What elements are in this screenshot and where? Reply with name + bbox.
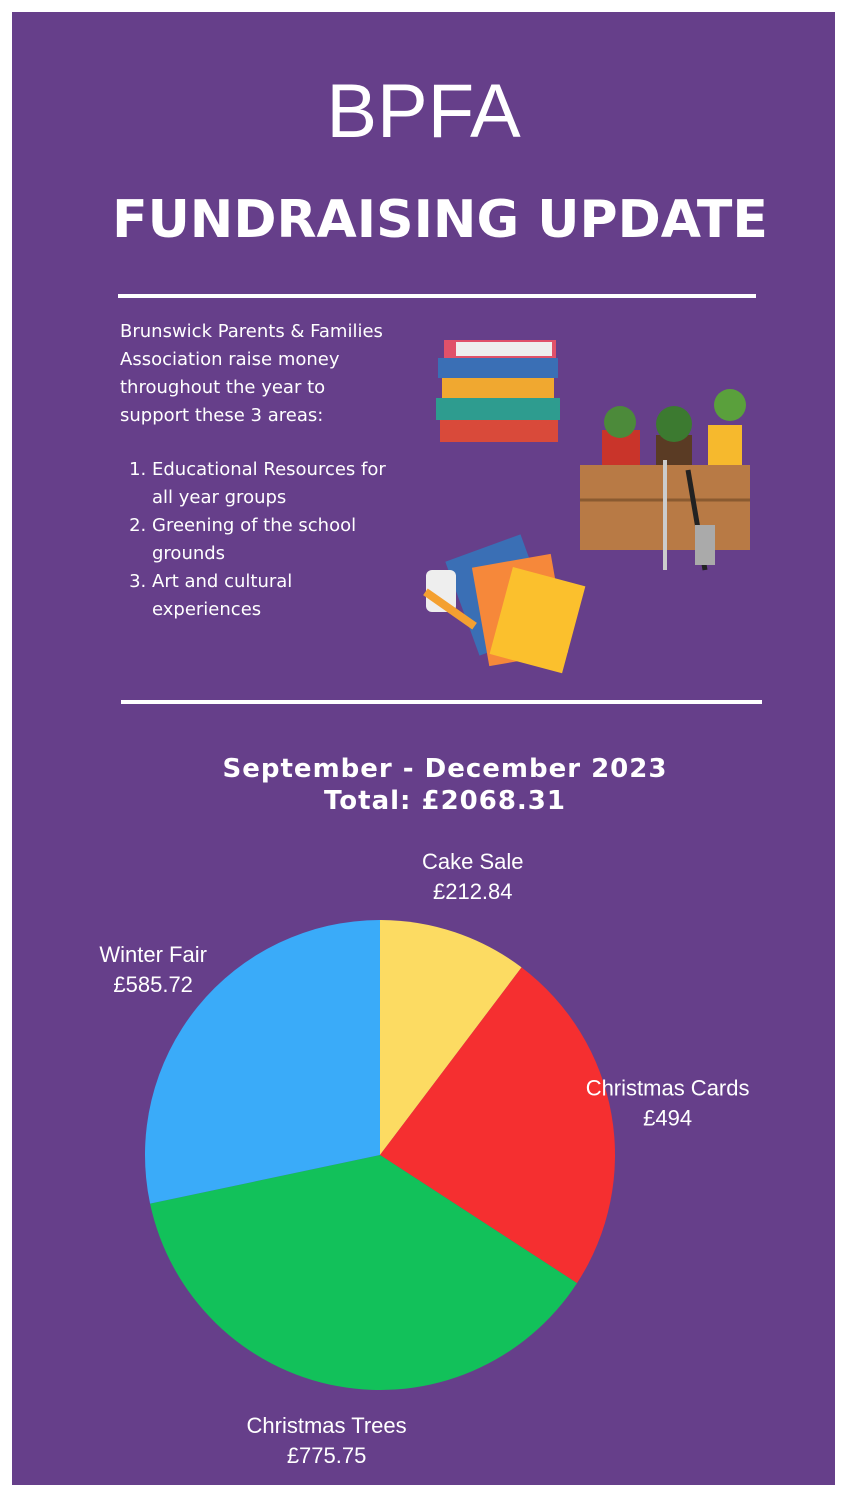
intro-item: Educational Resources for all year group… xyxy=(152,456,390,512)
chart-title: September - December 2023 xyxy=(222,754,668,784)
value-label: £775.75 xyxy=(287,1443,367,1468)
intro-item: Art and cultural experiences xyxy=(152,568,390,624)
chart-subtitle: Total: £2068.31 xyxy=(324,786,566,816)
value-label: £212.84 xyxy=(433,879,513,904)
pie-slice xyxy=(145,920,380,1204)
value-label: £585.72 xyxy=(113,972,193,997)
art-supplies-illustration xyxy=(423,534,586,674)
title: BPFA xyxy=(326,69,521,154)
garden-illustration xyxy=(580,389,750,571)
slice-label: Christmas Cards xyxy=(586,1075,750,1100)
intro-list: Educational Resources for all year group… xyxy=(120,456,390,624)
value-label: £494 xyxy=(643,1105,692,1130)
pie-slice xyxy=(380,967,615,1284)
slice-label: Winter Fair xyxy=(99,942,207,967)
slice-label: Cake Sale xyxy=(422,849,524,874)
pie-slice xyxy=(150,1155,578,1390)
books-illustration xyxy=(436,340,560,442)
slice-label: Christmas Trees xyxy=(247,1413,407,1438)
intro-text: Brunswick Parents & Families Association… xyxy=(120,321,383,426)
intro: Brunswick Parents & Families Association… xyxy=(120,318,390,624)
pie-slice xyxy=(380,920,522,1155)
intro-item: Greening of the school grounds xyxy=(152,512,390,568)
subtitle: FUNDRAISING UPDATE xyxy=(112,190,768,250)
